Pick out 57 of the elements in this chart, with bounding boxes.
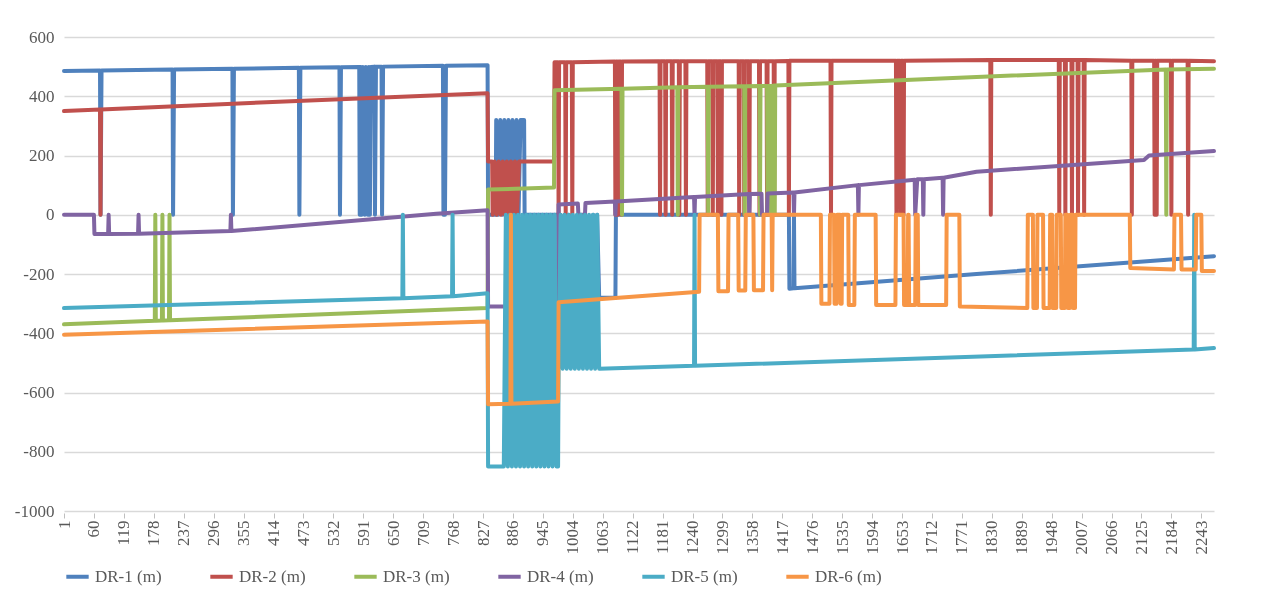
- x-tick-label: 1417: [772, 520, 792, 555]
- x-tick-label: 591: [353, 520, 373, 546]
- line-series: [62, 212, 1216, 469]
- x-tick-label: 1712: [922, 520, 942, 555]
- x-tick-label: 1771: [952, 520, 972, 555]
- legend-label: DR-3 (m): [383, 566, 450, 586]
- x-tick-label: 1122: [623, 520, 643, 554]
- x-tick-label: 1004: [563, 520, 583, 555]
- x-tick-label: 945: [533, 520, 553, 546]
- y-tick-label: -400: [23, 323, 55, 343]
- y-tick-label: -800: [23, 442, 55, 462]
- x-tick-label: 1948: [1042, 520, 1062, 555]
- x-tick-label: 178: [144, 520, 164, 546]
- x-tick-label: 1240: [683, 520, 703, 555]
- x-tick-label: 473: [293, 520, 313, 546]
- x-tick-label: 1: [54, 520, 74, 529]
- x-tick-label: 1476: [802, 520, 822, 555]
- x-tick-label: 355: [234, 520, 254, 546]
- y-tick-label: -200: [23, 264, 55, 284]
- x-tick-label: 532: [323, 520, 343, 546]
- x-tick-label: 2007: [1072, 520, 1092, 555]
- x-tick-label: 414: [264, 520, 284, 546]
- x-tick-label: 2125: [1131, 520, 1151, 555]
- y-tick-label: -600: [23, 383, 55, 402]
- y-tick-label: 0: [46, 205, 55, 225]
- x-tick-label: 296: [204, 520, 224, 546]
- y-tick-label: 600: [29, 27, 55, 47]
- x-tick-label: 827: [473, 520, 493, 546]
- x-tick-label: 60: [84, 520, 104, 538]
- legend-label: DR-2 (m): [239, 566, 306, 586]
- x-tick-label: 886: [503, 520, 523, 546]
- x-tick-label: 2066: [1102, 520, 1122, 555]
- x-tick-label: 1594: [862, 520, 882, 555]
- x-tick-label: 1889: [1012, 520, 1032, 555]
- line-series: [62, 149, 1216, 309]
- x-tick-label: 1653: [892, 520, 912, 555]
- legend-label: DR-4 (m): [527, 566, 594, 586]
- x-tick-label: 709: [413, 520, 433, 546]
- x-tick-label: 2184: [1161, 520, 1181, 555]
- y-tick-label: -1000: [14, 501, 55, 521]
- x-tick-label: 1063: [593, 520, 613, 555]
- y-tick-label: 200: [29, 146, 55, 165]
- x-tick-label: 237: [174, 520, 194, 546]
- line-series: [62, 212, 1216, 407]
- legend-label: DR-1 (m): [95, 566, 162, 586]
- x-tick-label: 1830: [982, 520, 1002, 555]
- legend-label: DR-6 (m): [815, 566, 882, 586]
- y-tick-label: 400: [29, 86, 55, 106]
- x-tick-label: 1358: [742, 520, 762, 555]
- x-tick-label: 119: [114, 520, 134, 546]
- x-tick-label: 768: [443, 520, 463, 546]
- x-tick-label: 1299: [712, 520, 732, 555]
- x-tick-label: 1535: [832, 520, 852, 555]
- legend-label: DR-5 (m): [671, 566, 738, 586]
- x-tick-label: 1181: [653, 520, 673, 554]
- x-tick-label: 2243: [1191, 520, 1211, 555]
- x-tick-label: 650: [383, 520, 403, 546]
